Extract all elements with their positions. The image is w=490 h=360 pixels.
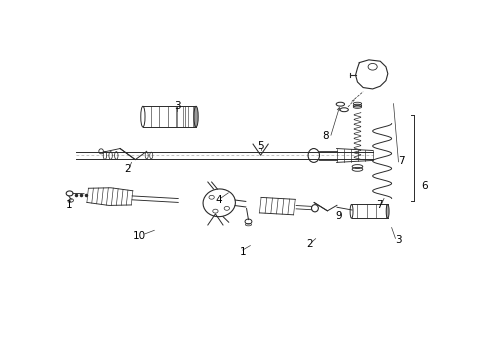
Text: 7: 7 (376, 201, 383, 210)
Text: 10: 10 (132, 231, 146, 241)
Text: 6: 6 (422, 181, 428, 191)
Text: 4: 4 (216, 195, 222, 205)
Text: 5: 5 (257, 141, 264, 151)
Text: 1: 1 (240, 247, 246, 257)
Text: 9: 9 (335, 211, 342, 221)
Ellipse shape (386, 204, 389, 218)
Text: 7: 7 (398, 156, 404, 166)
Text: 2: 2 (307, 239, 313, 249)
Text: 3: 3 (395, 235, 402, 245)
Ellipse shape (194, 106, 198, 127)
Text: 1: 1 (66, 200, 73, 210)
Text: 2: 2 (124, 164, 131, 174)
Text: 3: 3 (174, 100, 180, 111)
Text: 8: 8 (322, 131, 328, 141)
